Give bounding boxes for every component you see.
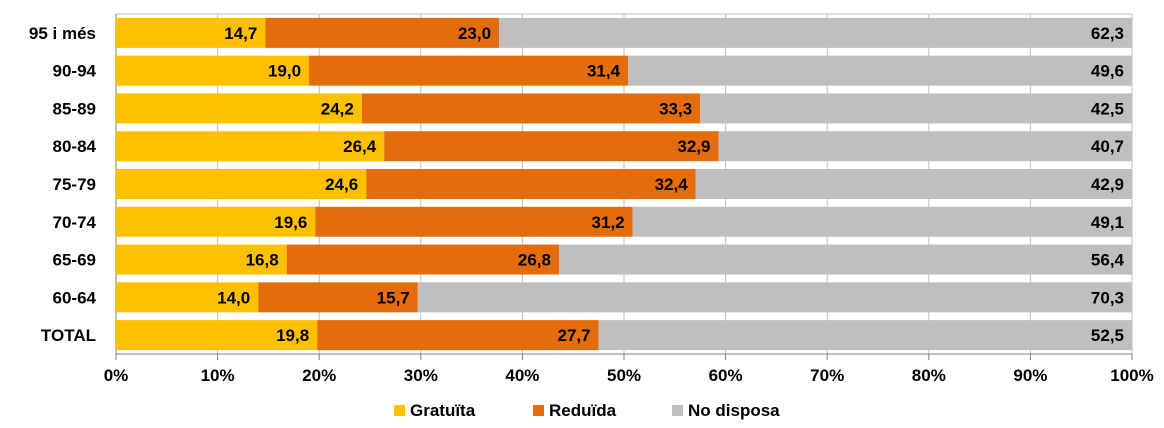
bars [116, 17, 1133, 351]
x-tick-label: 10% [201, 366, 235, 385]
x-tick-labels: 0% 10% 20% 30% 40% 50% 60% 70% 80% 90% 100% [104, 366, 1154, 385]
bar-segment [384, 131, 719, 162]
data-label: 27,7 [558, 326, 591, 345]
x-tick-label: 40% [505, 366, 539, 385]
data-label: 31,4 [587, 62, 621, 81]
data-label: 70,3 [1091, 288, 1124, 307]
legend-swatch [533, 405, 544, 416]
data-label: 26,8 [518, 251, 551, 270]
x-tick-label: 80% [912, 366, 946, 385]
bar-segment [116, 244, 287, 275]
bar-segment [598, 320, 1132, 351]
bar-segment [286, 244, 559, 275]
data-label: 56,4 [1091, 251, 1125, 270]
x-tick-label: 0% [104, 366, 129, 385]
bar-segment [116, 55, 310, 86]
data-label: 26,4 [343, 137, 377, 156]
bar-segment [116, 131, 385, 162]
bar-segment [366, 169, 696, 199]
category-label: 65-69 [53, 251, 96, 270]
data-label: 14,7 [224, 24, 257, 43]
x-tick-label: 60% [709, 366, 743, 385]
x-tick-label: 90% [1013, 366, 1047, 385]
data-label: 19,0 [268, 62, 301, 81]
data-label: 23,0 [458, 24, 491, 43]
x-tick-label: 50% [607, 366, 641, 385]
data-label: 49,1 [1091, 213, 1124, 232]
data-label: 42,5 [1091, 99, 1124, 118]
category-label: TOTAL [41, 326, 96, 345]
category-label: 60-64 [53, 288, 97, 307]
legend: Gratuïta Reduïda No disposa [394, 401, 780, 420]
bar-segment [317, 320, 599, 351]
bar-segment [558, 244, 1132, 275]
x-tick-label: 30% [404, 366, 438, 385]
data-labels: 14,7 23,0 62,3 19,0 31,4 49,6 24,2 33,3 42,5 26,4… [217, 24, 1124, 345]
x-tick-label: 20% [302, 366, 336, 385]
bar-segment [315, 206, 633, 237]
data-label: 40,7 [1091, 137, 1124, 156]
data-label: 24,6 [325, 175, 358, 194]
bar-segment [116, 320, 318, 351]
bar-segment [632, 206, 1132, 237]
category-labels: 95 i més 90-94 85-89 80-84 75-79 70-74 65-69 60… [29, 24, 97, 345]
data-label: 14,0 [217, 288, 250, 307]
bar-segment [116, 206, 316, 237]
bar-segment [695, 169, 1132, 199]
bar-segment [309, 55, 629, 86]
data-label: 49,6 [1091, 62, 1124, 81]
bar-segment [361, 93, 701, 124]
category-label: 75-79 [53, 175, 96, 194]
data-label: 33,3 [659, 99, 692, 118]
data-label: 32,9 [677, 137, 710, 156]
legend-label: Gratuïta [410, 401, 476, 420]
bar-segment [116, 93, 362, 124]
legend-label: No disposa [688, 401, 780, 420]
data-label: 19,8 [276, 326, 309, 345]
data-label: 16,8 [246, 251, 279, 270]
data-label: 52,5 [1091, 326, 1124, 345]
bar-segment [258, 282, 418, 313]
data-label: 42,9 [1091, 175, 1124, 194]
legend-swatch [394, 405, 405, 416]
bar-segment [116, 282, 259, 313]
bar-segment [700, 93, 1132, 124]
bar-segment [718, 131, 1132, 162]
x-tick-label: 70% [810, 366, 844, 385]
bar-segment [116, 17, 266, 48]
bar-segment [265, 17, 500, 48]
data-label: 24,2 [321, 99, 354, 118]
data-label: 62,3 [1091, 24, 1124, 43]
legend-label: Reduïda [549, 401, 617, 420]
data-label: 31,2 [592, 213, 625, 232]
data-label: 19,6 [274, 213, 307, 232]
x-tick-label: 100% [1110, 366, 1153, 385]
category-label: 95 i més [29, 24, 96, 43]
category-label: 70-74 [53, 213, 97, 232]
category-label: 85-89 [53, 99, 96, 118]
legend-swatch [672, 405, 683, 416]
data-label: 15,7 [377, 288, 410, 307]
bar-segment [499, 17, 1133, 48]
category-label: 80-84 [53, 137, 97, 156]
bar-segment [628, 55, 1132, 86]
data-label: 32,4 [655, 175, 689, 194]
category-label: 90-94 [53, 62, 97, 81]
bar-segment [417, 282, 1132, 313]
bar-segment [116, 169, 367, 199]
